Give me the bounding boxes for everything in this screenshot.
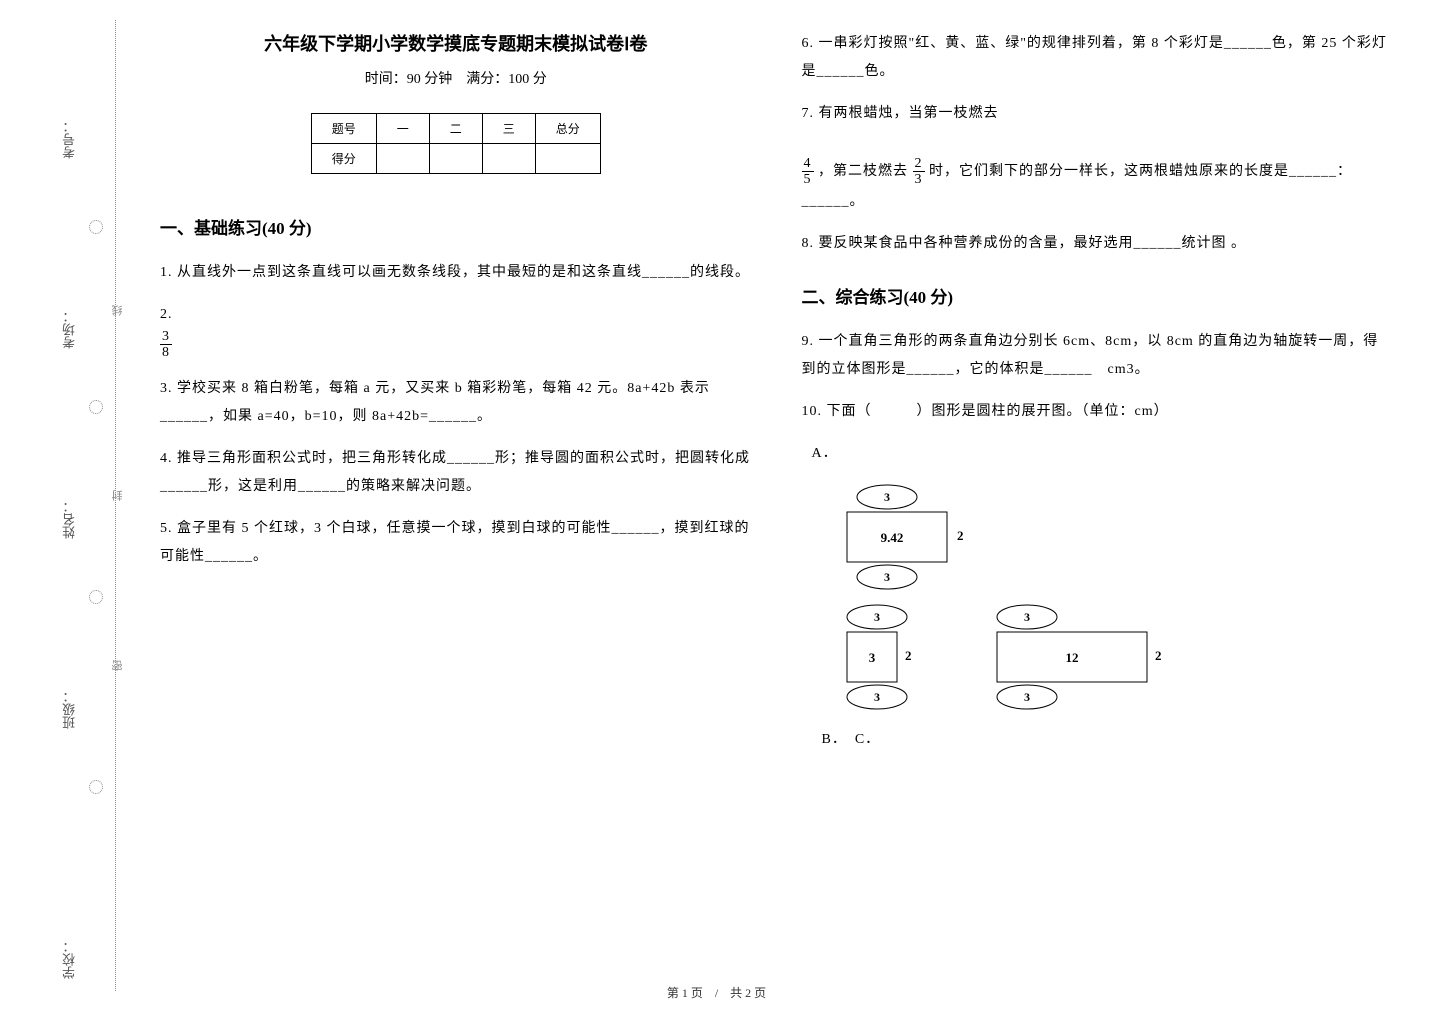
cut-circle-icon <box>89 400 103 414</box>
table-row: 题号 一 二 三 总分 <box>311 114 600 144</box>
ellipse-radius-label: 3 <box>1024 610 1030 624</box>
question-3: 3. 学校买来 8 箱白粉笔，每箱 a 元，又买来 b 箱彩粉笔，每箱 42 元… <box>160 375 752 431</box>
content-area: 六年级下学期小学数学摸底专题期末模拟试卷Ⅰ卷 时间：90 分钟 满分：100 分… <box>120 0 1433 1011</box>
score-table: 题号 一 二 三 总分 得分 <box>311 113 601 174</box>
fraction-numerator: 3 <box>160 329 172 345</box>
td-label: 得分 <box>311 144 376 174</box>
seal-label-feng: 封 <box>110 490 126 501</box>
question-2: 2. 3 8 <box>160 301 752 361</box>
column-right: 6. 一串彩灯按照"红、黄、蓝、绿"的规律排列着，第 8 个彩灯是______色… <box>802 30 1394 991</box>
exam-subtitle: 时间：90 分钟 满分：100 分 <box>160 68 752 88</box>
ellipse-radius-label: 3 <box>874 610 880 624</box>
page: 考号： 考场： 姓名： 班级： 学校： 密 封 线 六年级下学期小学数学摸底专题… <box>0 0 1433 1011</box>
question-5: 5. 盒子里有 5 个红球，3 个白球，任意摸一个球，摸到白球的可能性_____… <box>160 515 752 571</box>
cut-circle-icon <box>89 590 103 604</box>
label-kaochang: 考场： <box>60 310 79 349</box>
cylinder-net-c-diagram: 3 12 2 3 <box>982 602 1182 722</box>
rect-height-label: 2 <box>957 528 964 543</box>
question-9: 9. 一个直角三角形的两条直角边分别长 6cm、8cm，以 8cm 的直角边为轴… <box>802 328 1394 384</box>
seal-label-xian: 线 <box>110 305 126 316</box>
column-left: 六年级下学期小学数学摸底专题期末模拟试卷Ⅰ卷 时间：90 分钟 满分：100 分… <box>160 30 752 991</box>
td-cell <box>535 144 600 174</box>
fraction-denominator: 3 <box>913 172 925 187</box>
q7-text-1: 7. 有两根蜡烛，当第一枝燃去 <box>802 106 999 121</box>
th-col: 总分 <box>535 114 600 144</box>
fraction-denominator: 8 <box>160 345 172 360</box>
rect-width-label: 3 <box>868 650 875 665</box>
question-6: 6. 一串彩灯按照"红、黄、蓝、绿"的规律排列着，第 8 个彩灯是______色… <box>802 30 1394 86</box>
question-4: 4. 推导三角形面积公式时，把三角形转化成______形；推导圆的面积公式时，把… <box>160 445 752 501</box>
fraction-icon: 2 3 <box>913 156 925 188</box>
table-row: 得分 <box>311 144 600 174</box>
ellipse-radius-label: 3 <box>874 690 880 704</box>
page-footer: 第 1 页 / 共 2 页 <box>0 984 1433 1001</box>
ellipse-radius-label: 3 <box>1024 690 1030 704</box>
q7-text-2: ，第二枝燃去 <box>818 164 913 179</box>
label-banji: 班级： <box>60 690 79 729</box>
td-cell <box>376 144 429 174</box>
fraction-numerator: 2 <box>913 156 925 172</box>
question-1: 1. 从直线外一点到这条直线可以画无数条线段，其中最短的是和这条直线______… <box>160 259 752 287</box>
fraction-denominator: 5 <box>802 172 814 187</box>
section-1-heading: 一、基础练习(40 分) <box>160 214 752 239</box>
rect-height-label: 2 <box>905 648 912 663</box>
td-cell <box>482 144 535 174</box>
label-xuexiao: 学校： <box>60 940 79 979</box>
cut-circle-icon <box>89 780 103 794</box>
label-xingming: 姓名： <box>60 500 79 539</box>
th-label: 题号 <box>311 114 376 144</box>
fraction-numerator: 4 <box>802 156 814 172</box>
td-cell <box>429 144 482 174</box>
question-8: 8. 要反映某食品中各种营养成份的含量，最好选用______统计图 。 <box>802 230 1394 258</box>
th-col: 三 <box>482 114 535 144</box>
rect-width-label: 12 <box>1065 650 1078 665</box>
rect-width-label: 9.42 <box>880 530 903 545</box>
ellipse-radius-label: 3 <box>884 490 890 504</box>
ellipse-radius-label: 3 <box>884 570 890 584</box>
question-7: 7. 有两根蜡烛，当第一枝燃去 4 5 ，第二枝燃去 2 3 时，它们剩下的部分… <box>802 100 1394 216</box>
section-2-heading: 二、综合练习(40 分) <box>802 283 1394 308</box>
rect-height-label: 2 <box>1155 648 1162 663</box>
exam-title: 六年级下学期小学数学摸底专题期末模拟试卷Ⅰ卷 <box>160 30 752 56</box>
q2-label: 2. <box>160 307 173 322</box>
fraction-icon: 3 8 <box>160 329 172 361</box>
question-10: 10. 下面（ ）图形是圆柱的展开图。（单位：cm） <box>802 398 1394 426</box>
cut-circle-icon <box>89 220 103 234</box>
label-kaohao: 考号： <box>60 120 79 159</box>
seal-label-mi: 密 <box>110 660 126 671</box>
th-col: 一 <box>376 114 429 144</box>
cut-line <box>115 20 116 991</box>
cylinder-net-b-diagram: 3 3 2 3 <box>822 602 942 722</box>
fraction-icon: 4 5 <box>802 156 814 188</box>
option-a-label: A． <box>812 440 1394 468</box>
option-bc-label: B． C． <box>822 726 1394 754</box>
cylinder-net-a-diagram: 3 9.42 2 3 <box>832 482 1012 602</box>
binding-margin: 考号： 考场： 姓名： 班级： 学校： 密 封 线 <box>0 0 120 1011</box>
th-col: 二 <box>429 114 482 144</box>
diagram-bc-row: 3 3 2 3 3 12 2 3 <box>822 602 1394 722</box>
